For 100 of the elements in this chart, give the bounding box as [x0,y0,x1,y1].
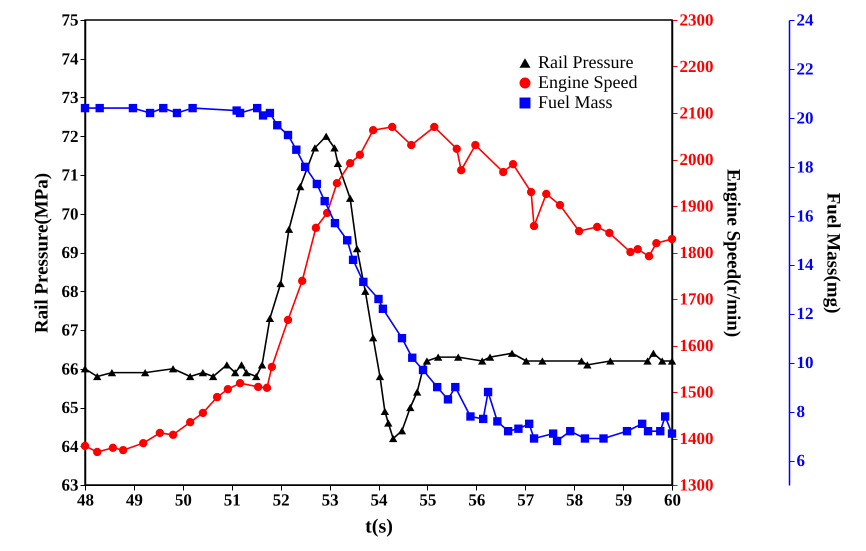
x-tick-label: 52 [272,490,290,510]
point [284,316,292,324]
point [348,256,358,264]
point [258,361,266,368]
point [140,369,150,376]
point [298,276,306,286]
point [583,361,592,368]
point [284,130,292,140]
point [359,278,368,286]
point [273,121,282,130]
point [599,434,608,443]
x-tick-label: 49 [126,490,143,510]
x-tick-label: 50 [174,490,192,510]
y2-tick-label: 2200 [680,57,714,76]
point [478,357,486,365]
point [606,357,615,365]
point [237,361,246,368]
y-tick-label: 66 [62,359,78,378]
point [580,434,590,443]
point [388,122,396,132]
x-tick-label: 53 [322,490,339,510]
point [398,334,406,342]
point [530,222,538,230]
point [146,108,154,118]
point [230,369,240,376]
point [276,280,285,288]
point [368,126,378,134]
y-tick-label: 74 [62,49,79,68]
y3-tick-label: 18 [796,157,814,176]
point [224,385,232,394]
point [530,434,538,443]
point [262,384,272,392]
point [312,224,320,232]
point [332,179,342,188]
point [186,372,194,380]
point [139,438,148,448]
x-tick-label: 57 [517,490,535,510]
y-tick-label: 68 [62,282,78,301]
y3-tick-label: 22 [796,59,814,78]
point [626,248,635,256]
point [658,357,666,365]
y2-axis-title: Engine Speed(r/min) [722,168,744,338]
x-tick-label: 54 [370,490,388,510]
point [254,382,262,392]
point [398,427,406,434]
point [368,334,378,342]
point [456,166,466,174]
legend-label: Rail Pressure [538,52,634,72]
point [222,361,232,368]
y2-tick-label: 2100 [680,104,714,122]
point [296,183,304,190]
y3-tick-label: 6 [796,451,805,470]
y-tick-label: 63 [62,476,78,494]
point [322,132,330,140]
point [330,144,339,152]
y3-axis-title: Fuel Mass(mg) [822,192,844,314]
y3-tick-label: 10 [796,353,814,372]
point [346,159,354,168]
y2-tick-label: 1600 [680,336,714,355]
point [168,365,178,372]
point [356,150,364,160]
point [548,429,558,438]
point [634,245,642,254]
point [504,426,512,436]
y-tick-label: 65 [62,398,78,417]
point [479,414,488,424]
x-tick-label: 60 [664,490,681,510]
point [118,446,128,454]
point [556,200,564,210]
point [524,420,534,428]
point [499,168,508,176]
point [93,448,102,456]
point [577,357,586,365]
y-tick-label: 69 [62,243,78,262]
point [330,218,340,228]
point [522,357,530,365]
point [484,388,492,396]
y-tick-label: 71 [62,166,78,184]
point [108,444,118,452]
point [552,436,562,446]
y3-tick-label: 12 [796,304,814,324]
point [486,354,494,361]
point [236,108,244,118]
y2-tick-label: 1300 [680,476,714,494]
x-axis-title: t(s) [365,516,393,538]
x-tick-label: 59 [615,490,632,510]
point [172,108,182,118]
point [284,226,294,233]
point [514,424,523,433]
y-tick-label: 67 [62,320,79,340]
point [538,357,547,365]
point [188,104,197,112]
point [378,304,388,313]
x-tick-label: 55 [419,490,436,510]
point [407,140,416,150]
legend-label: Engine Speed [538,72,638,92]
y2-tick-label: 2300 [680,10,714,30]
point [268,362,276,372]
point [466,412,475,421]
point [644,252,654,260]
